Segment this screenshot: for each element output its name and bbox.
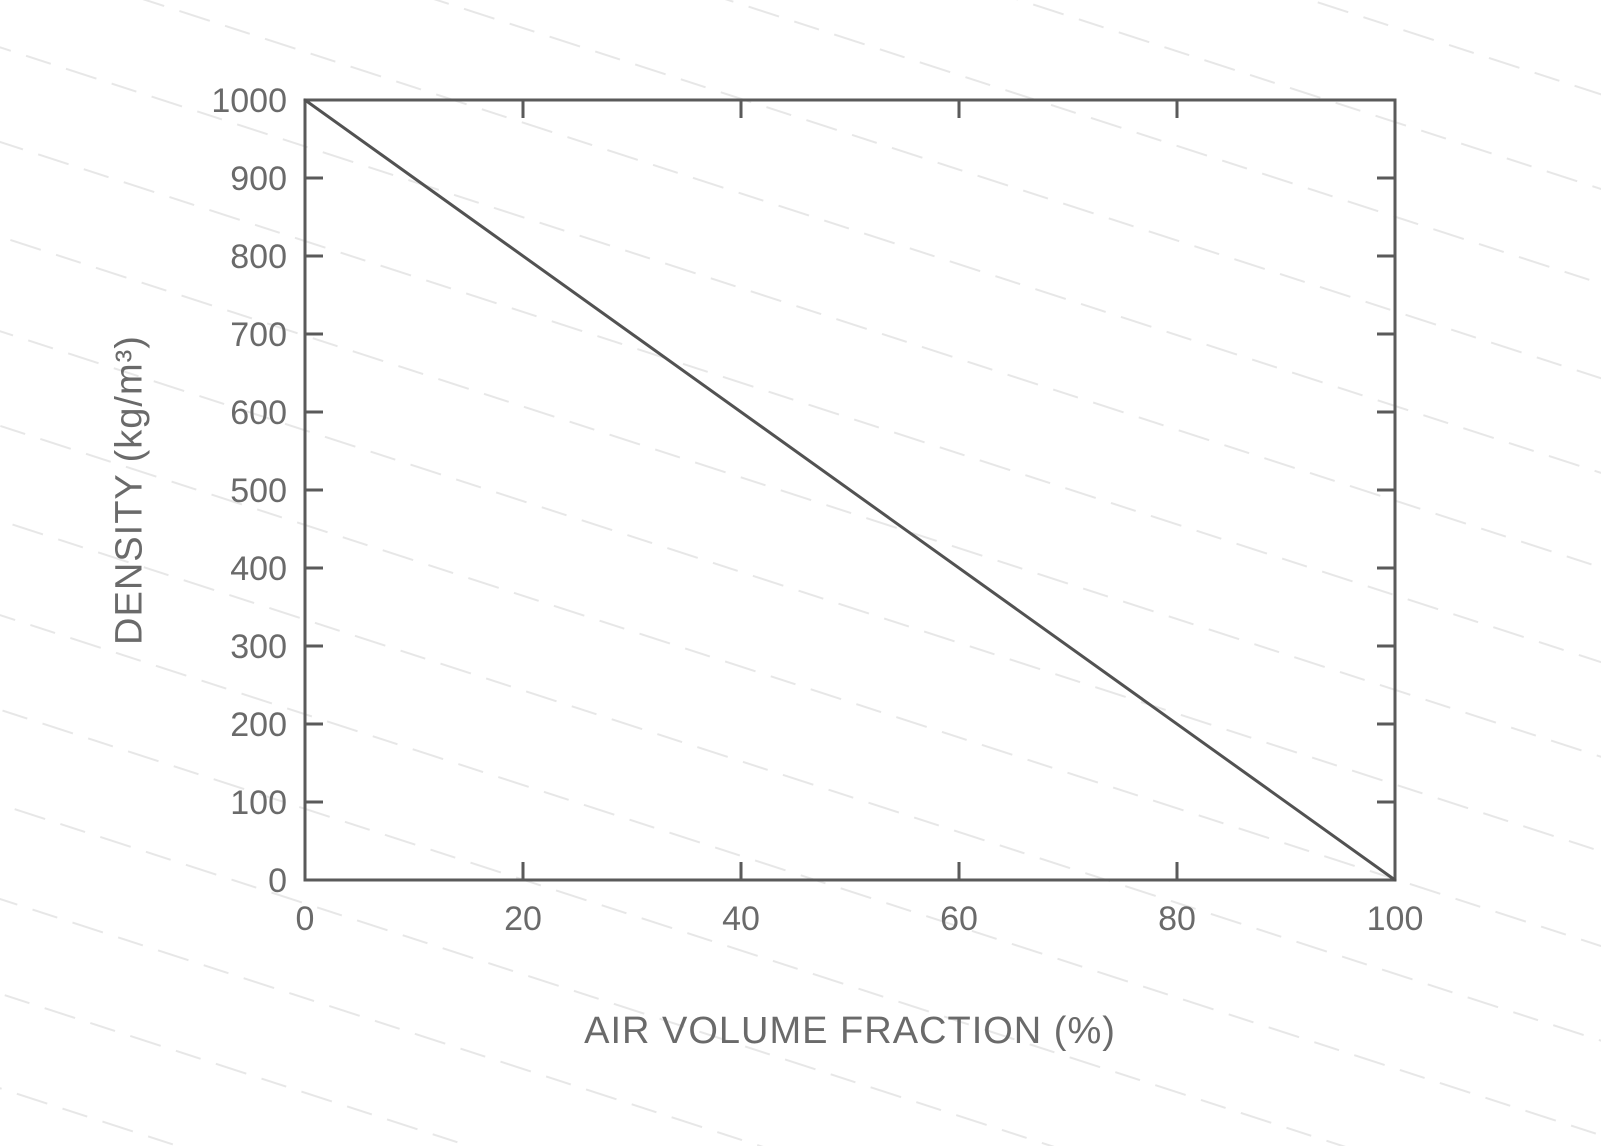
y-tick-label: 200 [230,706,287,744]
y-tick-label: 400 [230,550,287,588]
x-tick-label: 20 [504,900,542,938]
y-tick-label: 1000 [211,82,287,120]
x-tick-label: 60 [940,900,978,938]
x-tick-label: 0 [296,900,315,938]
y-tick-label: 100 [230,784,287,822]
y-tick-label: 0 [268,862,287,900]
y-tick-label: 700 [230,316,287,354]
chart-svg: 0204060801000100200300400500600700800900… [0,0,1601,1146]
series-line [305,100,1395,880]
x-tick-label: 100 [1367,900,1424,938]
y-axis-title: DENSITY (kg/m³) [109,335,152,645]
y-tick-label: 600 [230,394,287,432]
x-tick-label: 80 [1158,900,1196,938]
density-chart: 0204060801000100200300400500600700800900… [0,0,1601,1146]
y-tick-label: 800 [230,238,287,276]
y-tick-label: 900 [230,160,287,198]
x-tick-label: 40 [722,900,760,938]
x-axis-title: AIR VOLUME FRACTION (%) [584,1010,1116,1053]
page: 0204060801000100200300400500600700800900… [0,0,1601,1146]
y-tick-label: 500 [230,472,287,510]
y-tick-label: 300 [230,628,287,666]
